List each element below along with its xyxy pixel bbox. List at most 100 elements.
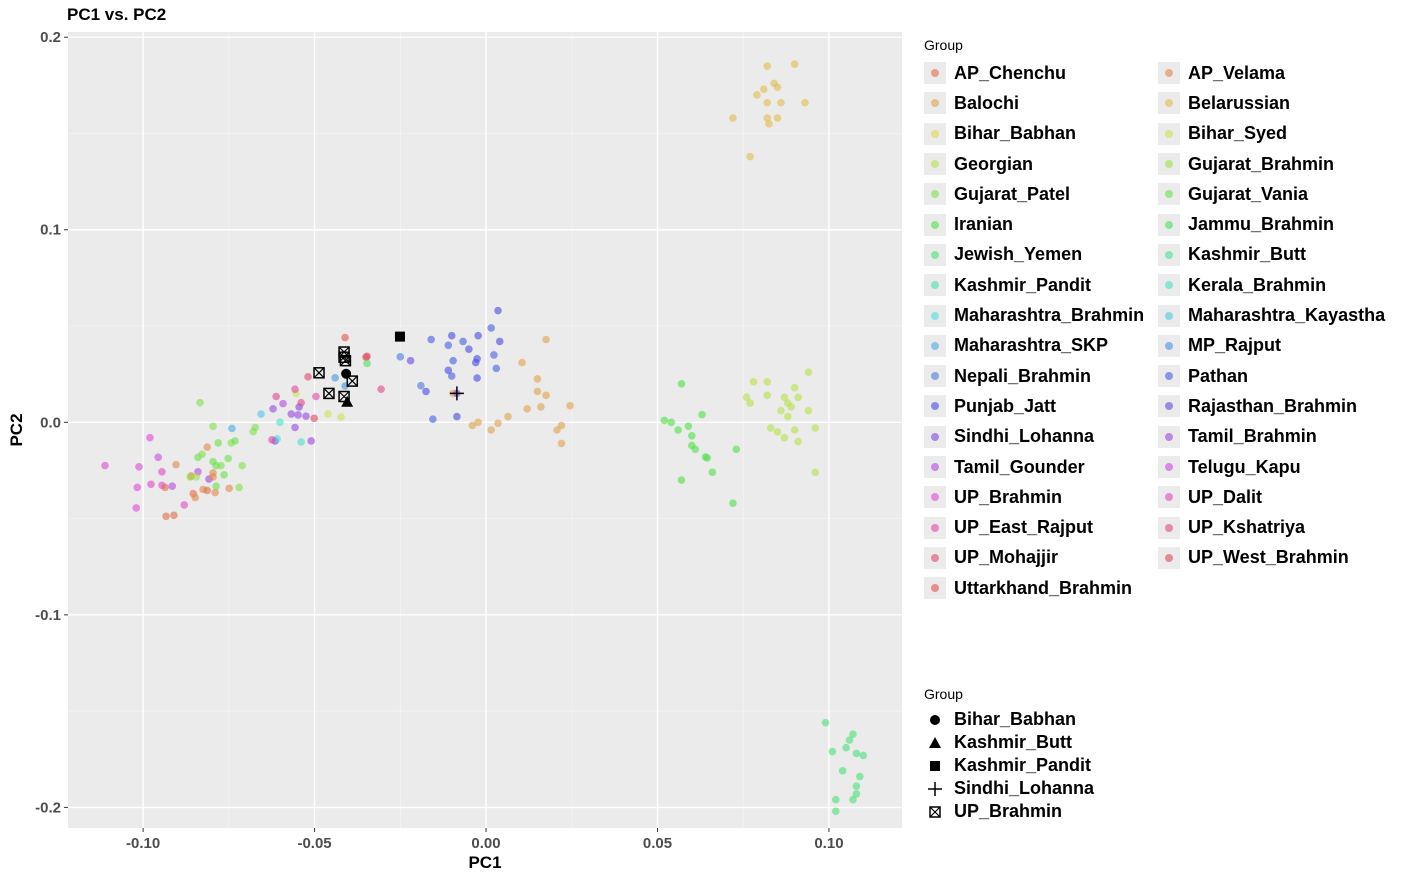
legend-key — [924, 486, 946, 509]
legend-key — [1158, 395, 1180, 418]
point-maharashtra-kayastha — [257, 410, 265, 418]
legend-label: Nepali_Brahmin — [954, 365, 1092, 386]
legend-key — [1158, 153, 1180, 176]
point-georgian — [787, 403, 796, 411]
legend-label: Georgian — [954, 153, 1034, 174]
point-iranian — [667, 418, 676, 427]
point-balochi — [523, 405, 531, 413]
legend-dot-icon — [1165, 463, 1173, 471]
point-belarussian — [763, 62, 772, 70]
legend-label: UP_East_Rajput — [954, 517, 1094, 538]
point-ap-velama — [191, 493, 200, 502]
legend-item: UP_Kshatriya — [1158, 512, 1398, 542]
group-legend: AP_Chenchu AP_Velama Balochi Belarussian Bih… — [924, 58, 1398, 603]
legend-item: Maharashtra_Kayastha — [1158, 300, 1398, 330]
point-uttarkhand-brahmin — [341, 333, 349, 342]
point-up-dalit — [158, 467, 166, 476]
legend-label: Rajasthan_Brahmin — [1188, 395, 1358, 416]
point-gujarat-patel — [235, 483, 243, 492]
point-balochi — [518, 358, 526, 367]
y-axis-label: PC2 — [7, 413, 26, 446]
point-iranian — [660, 416, 669, 425]
point-ap-velama — [203, 443, 212, 451]
legend-key — [1158, 546, 1180, 569]
legend-dot-icon — [1165, 129, 1173, 138]
point-up-east-rajput — [291, 385, 299, 393]
legend-label: Maharashtra_Brahmin — [954, 305, 1145, 326]
point-georgian — [763, 378, 772, 386]
legend-dot-icon — [931, 220, 939, 229]
legend-dot-icon — [1165, 281, 1173, 290]
point-georgian — [794, 393, 802, 402]
point-georgian — [763, 391, 772, 400]
legend-label: Tamil_Brahmin — [1188, 426, 1317, 447]
point-up-kshatriya — [297, 398, 305, 407]
point-balochi — [494, 419, 502, 428]
legend-item: UP_Dalit — [1158, 482, 1398, 512]
y-tick-label: -0.1 — [35, 607, 61, 624]
legend-dot-icon — [931, 281, 939, 290]
legend-dot-icon — [1165, 160, 1173, 169]
point-tamil-brahmin — [307, 437, 315, 445]
point-punjab-jatt — [465, 345, 473, 353]
legend-dot-icon — [931, 402, 939, 411]
point-maharashtra-skp — [228, 424, 236, 433]
legend-label: Kerala_Brahmin — [1188, 274, 1327, 295]
legend-item: Maharashtra_Brahmin — [924, 300, 1158, 330]
legend-dot-icon — [931, 99, 939, 108]
legend-dot-icon — [931, 523, 939, 532]
legend-label: Iranian — [954, 214, 1014, 235]
point-georgian — [766, 424, 775, 432]
point-tamil-brahmin — [291, 423, 299, 432]
legend-item: Kerala_Brahmin — [1158, 270, 1398, 300]
point-jewish-yemen — [842, 743, 850, 752]
legend-label: Kashmir_Butt — [1188, 244, 1307, 265]
legend-label: AP_Chenchu — [954, 62, 1067, 83]
legend-dot-icon — [931, 341, 939, 350]
legend-dot-icon — [1165, 69, 1173, 78]
legend-title: Group — [924, 37, 963, 53]
legend-key — [1158, 304, 1180, 327]
y-tick-label: -0.2 — [35, 799, 61, 816]
point-georgian — [804, 368, 813, 377]
y-tick-label: 0.1 — [40, 222, 61, 239]
point-jammu-brahmin — [363, 359, 371, 368]
point-up-brahmin — [133, 483, 142, 492]
legend-dot-icon — [1165, 493, 1173, 502]
legend-key — [1158, 213, 1180, 236]
legend-label: AP_Velama — [1188, 62, 1286, 83]
highlight-legend-item: Bihar_Babhan — [924, 708, 1094, 731]
point-georgian — [790, 426, 799, 434]
legend-key — [924, 334, 946, 357]
point-gujarat-patel — [238, 461, 247, 470]
point-georgian — [780, 433, 789, 442]
legend-item: Gujarat_Brahmin — [1158, 149, 1398, 179]
legend-item: Telugu_Kapu — [1158, 452, 1398, 482]
point-tamil-gounder — [279, 399, 287, 408]
highlight-legend-item: UP_Brahmin — [924, 800, 1094, 823]
point-tamil-brahmin — [287, 410, 296, 418]
point-punjab-jatt — [495, 337, 504, 346]
point-jewish-yemen — [838, 767, 847, 775]
legend-label: UP_West_Brahmin — [1188, 547, 1349, 568]
point-georgian — [811, 424, 820, 432]
legend-item: Punjab_Jatt — [924, 391, 1158, 421]
legend-key — [1158, 365, 1180, 388]
point-ap-chenchu — [170, 511, 178, 520]
point-georgian — [811, 468, 820, 477]
highlight-legend-label: Bihar_Babhan — [954, 709, 1077, 729]
legend-key — [1158, 92, 1180, 115]
legend-label: Uttarkhand_Brahmin — [954, 577, 1133, 598]
point-georgian — [742, 393, 751, 402]
x-tick-label: -0.10 — [126, 835, 160, 852]
legend-item: UP_Brahmin — [924, 482, 1158, 512]
point-punjab-jatt — [447, 331, 456, 340]
highlight-legend-label: UP_Brahmin — [954, 801, 1063, 821]
point-punjab-jatt — [444, 366, 453, 375]
point-iranian — [729, 499, 737, 507]
legend-dot-icon — [931, 160, 939, 169]
point-up-brahmin — [132, 504, 141, 512]
legend-item: Sindhi_Lohanna — [924, 422, 1158, 452]
legend-label: UP_Mohajjir — [954, 547, 1059, 568]
legend-dot-icon — [931, 190, 939, 199]
